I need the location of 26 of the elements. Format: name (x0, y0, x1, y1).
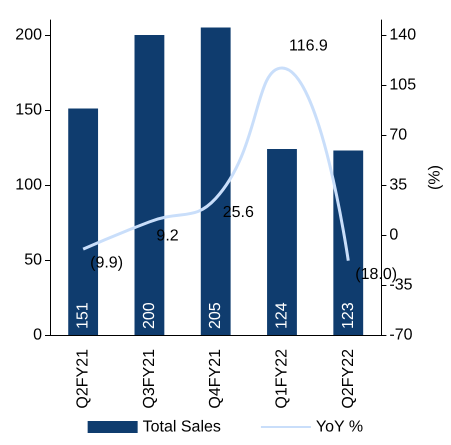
data-label: 200 (140, 302, 158, 329)
y2-tick-label: 0 (389, 226, 398, 244)
y2-tick-label: 35 (389, 176, 408, 194)
x-tick-label: Q3FY21 (140, 348, 158, 409)
bar (267, 149, 297, 335)
y2-axis-title: (%) (426, 165, 444, 190)
y-tick-label: 100 (15, 176, 42, 194)
y-tick-label: 0 (33, 326, 42, 344)
y2-tick-label: -70 (389, 326, 413, 344)
y-tick-label: 50 (24, 252, 42, 268)
y2-tick-label: 140 (389, 26, 416, 44)
legend-label: YoY % (316, 418, 364, 436)
y2-tick-label: 70 (389, 126, 408, 144)
y-tick-label: 200 (15, 26, 42, 44)
data-label: 116.9 (288, 38, 328, 54)
x-tick-label: Q2FY22 (340, 348, 357, 409)
data-label: 124 (273, 302, 290, 329)
y2-tick-label: 105 (389, 76, 416, 94)
y-tick-label: 150 (15, 102, 42, 118)
x-tick-label: Q1FY22 (273, 348, 290, 409)
x-tick-label: Q4FY21 (207, 348, 224, 409)
legend-label: Total Sales (142, 418, 221, 436)
data-label: 151 (74, 302, 92, 329)
data-label: 205 (207, 302, 224, 329)
x-tick-label: Q2FY21 (74, 348, 92, 409)
data-label: 123 (340, 302, 357, 329)
